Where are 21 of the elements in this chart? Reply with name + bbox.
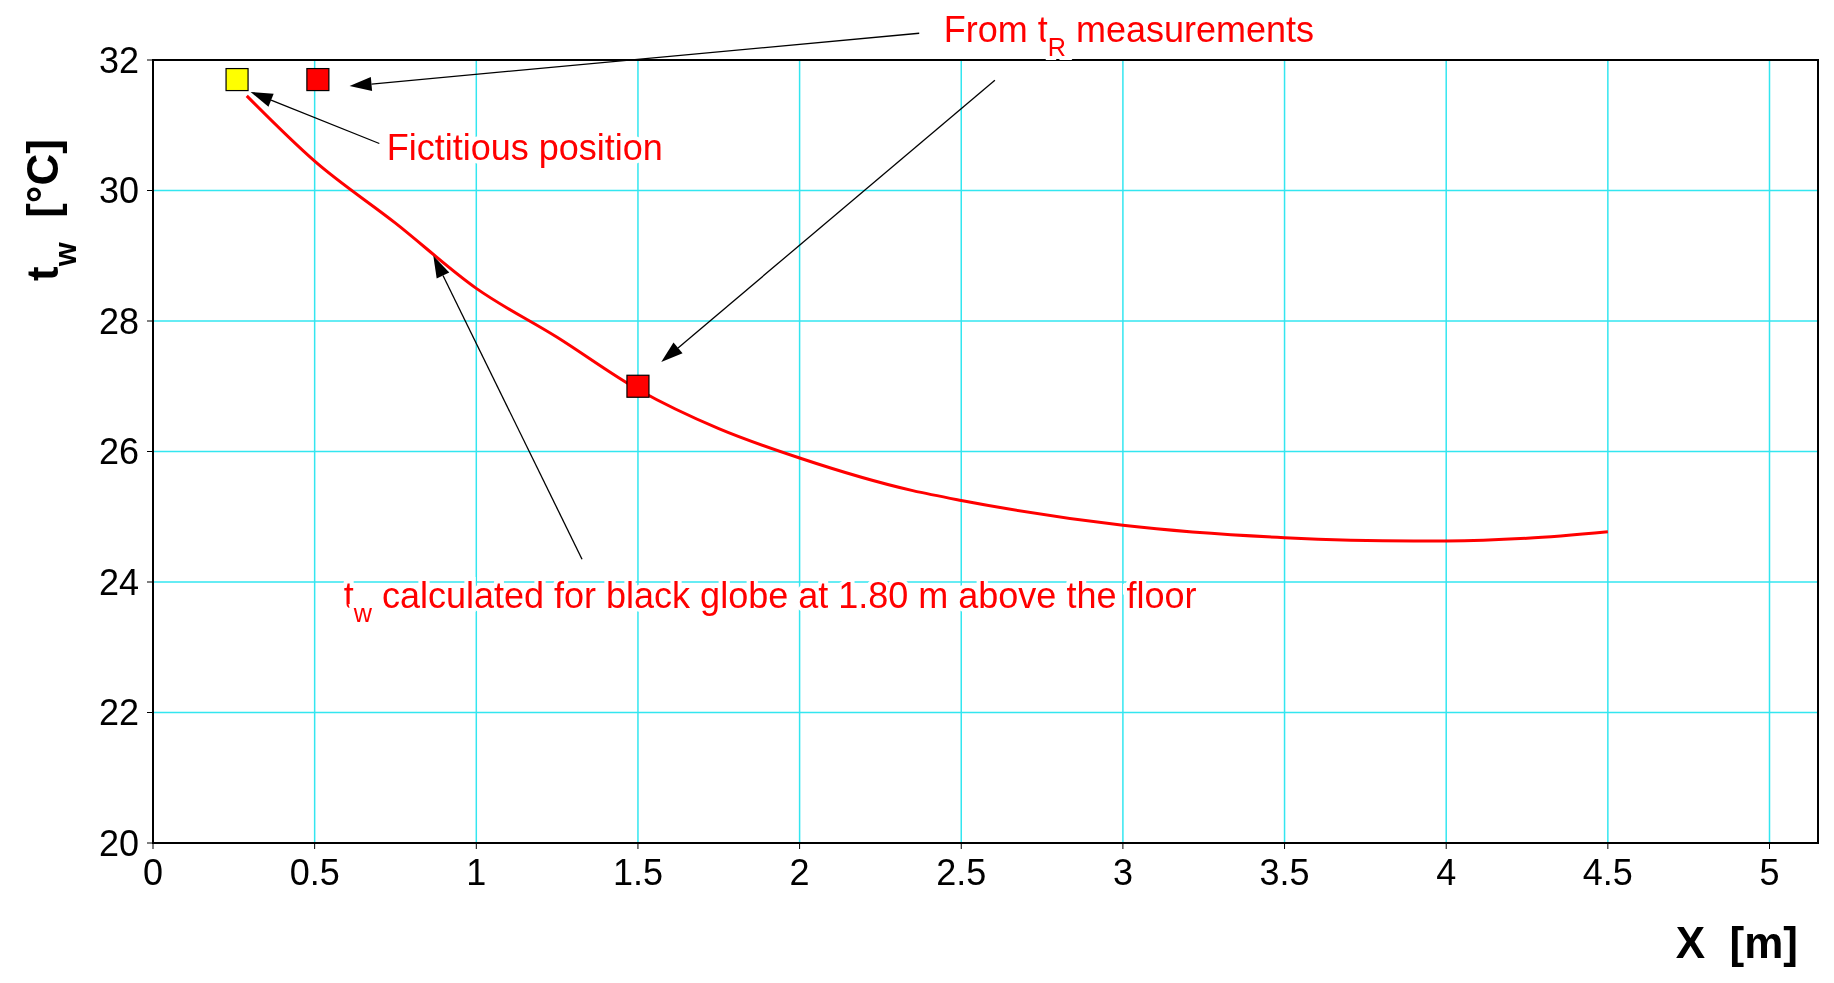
x-axis-title: X [m] <box>1675 918 1798 967</box>
y-tick-label: 20 <box>98 822 139 864</box>
y-tick-label: 32 <box>98 39 139 81</box>
y-tick-label: 26 <box>98 431 139 473</box>
y-tick-label: 28 <box>98 300 139 342</box>
x-tick-label: 2 <box>789 851 810 893</box>
x-tick-label: 1 <box>466 851 487 893</box>
y-tick-label: 22 <box>98 692 139 734</box>
x-tick-label: 2.5 <box>936 851 987 893</box>
x-tick-label: 0 <box>142 851 164 893</box>
annotation: From t$_{R}$ measurements <box>943 9 1315 62</box>
x-tick-label: 1.5 <box>612 851 663 893</box>
y-tick-label: 30 <box>98 170 139 212</box>
line-series <box>245 94 1610 543</box>
x-tick-label: 3.5 <box>1259 851 1310 893</box>
x-tick-label: 0.5 <box>289 851 340 893</box>
x-tick-label: 5 <box>1759 851 1780 893</box>
x-tick-label: 4 <box>1436 851 1457 893</box>
y-tick-label: 24 <box>98 561 139 603</box>
x-tick-label: 3 <box>1112 851 1133 893</box>
x-tick-label: 4.5 <box>1582 851 1633 893</box>
